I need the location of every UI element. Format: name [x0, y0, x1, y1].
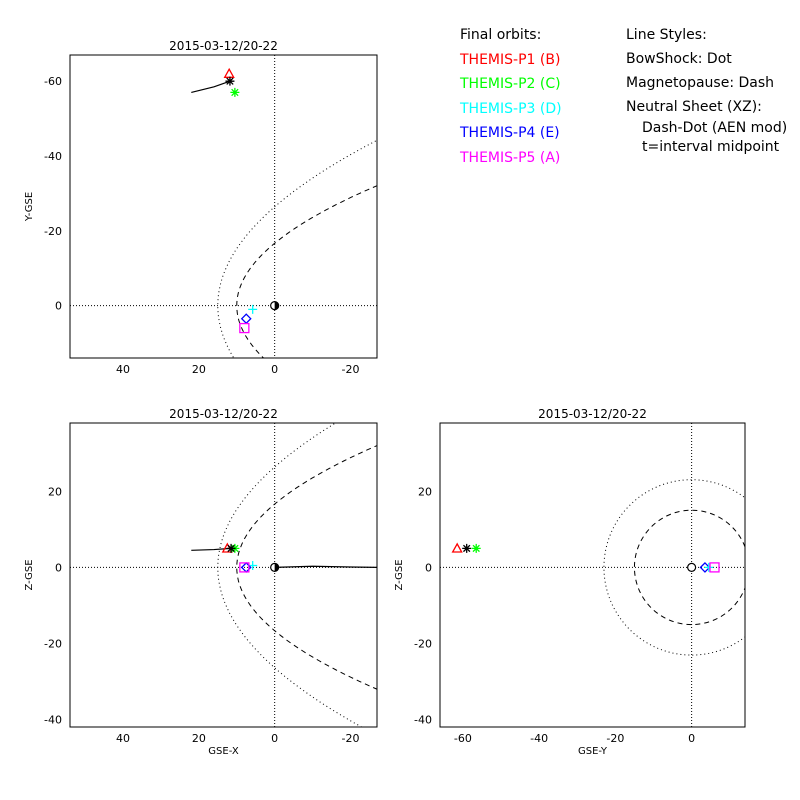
y-tick-label: 0 [425, 561, 432, 574]
x-tick-label: -40 [530, 732, 548, 745]
x-tick-label: 20 [192, 732, 206, 745]
probe-marker-4 [240, 313, 252, 325]
legend-final-orbits: Final orbits: THEMIS-P1 (B) THEMIS-P2 (C… [460, 23, 562, 170]
x-tick-label: -20 [606, 732, 624, 745]
legend-probe-p2: THEMIS-P2 (C) [460, 76, 561, 92]
legend-style-neutral-sheet: Neutral Sheet (XZ): [626, 99, 762, 115]
legend-probe-p4: THEMIS-P4 (E) [460, 125, 560, 141]
y-tick-label: 0 [55, 561, 62, 574]
legend-style-bowshock: BowShock: Dot [626, 51, 732, 67]
bowshock-curve [603, 479, 745, 656]
probe-marker-2 [226, 543, 236, 553]
panel-yz: 2015-03-12/20-22 -60 -40 -20 0 -40 -20 0 20 GSE-Y… [394, 407, 746, 757]
legend-style-magnetopause: Magnetopause: Dash [626, 75, 775, 91]
magnetopause-curve [236, 445, 377, 690]
probe-marker-0 [451, 542, 463, 553]
probe-marker-2 [462, 543, 472, 553]
x-tick-label: 20 [192, 363, 206, 376]
plot-title: 2015-03-12/20-22 [169, 407, 278, 421]
earth-dayside [274, 563, 279, 572]
plot-area [70, 55, 377, 358]
y-axis-label: Y-GSE [24, 192, 35, 222]
legend-line-styles: Line Styles: BowShock: Dot Magnetopause:… [626, 23, 787, 157]
bowshock-curve [217, 423, 363, 727]
y-axis-label: Z-GSE [394, 559, 405, 590]
earth-dayside [274, 301, 279, 310]
legend-style-neutral-sheet-time: t=interval midpoint [642, 139, 780, 155]
x-tick-label: 0 [271, 363, 278, 376]
y-tick-label: 20 [48, 485, 62, 498]
probe-marker-2 [225, 76, 235, 86]
magnetopause-curve [236, 185, 377, 358]
x-tick-label: 0 [271, 732, 278, 745]
x-axis-label: GSE-Y [578, 746, 608, 757]
x-tick-label: 40 [116, 732, 130, 745]
legend-probe-p3: THEMIS-P3 (D) [460, 100, 562, 117]
plot-title: 2015-03-12/20-22 [538, 407, 647, 421]
y-axis-label: Z-GSE [24, 559, 35, 590]
y-tick-label: -20 [44, 637, 62, 650]
legend-probe-p5: THEMIS-P5 (A) [460, 149, 561, 166]
plot-area [70, 423, 377, 727]
probe-marker-4 [704, 562, 714, 572]
probe-marker-1 [230, 87, 240, 97]
y-tick-label: -20 [44, 225, 62, 238]
y-tick-label: -40 [414, 713, 432, 726]
probe-marker-5 [239, 322, 250, 334]
y-tick-label: -40 [44, 713, 62, 726]
orbit-trail [191, 547, 232, 551]
probe-marker-3 [248, 304, 258, 314]
y-tick-label: -60 [44, 75, 62, 88]
legend-orbits-heading: Final orbits: [460, 27, 542, 43]
plot-frame [69, 422, 378, 728]
plot-area [440, 423, 745, 727]
x-axis-label: GSE-X [208, 746, 239, 757]
x-tick-label: -20 [341, 732, 359, 745]
neutral-sheet-line [274, 565, 377, 568]
x-tick-label: 0 [688, 732, 695, 745]
probe-marker-1 [471, 543, 481, 553]
y-tick-label: -40 [44, 150, 62, 163]
probe-marker-3 [699, 561, 711, 573]
probe-marker-5 [239, 562, 250, 573]
x-tick-label: 40 [116, 363, 130, 376]
y-tick-label: 20 [418, 485, 432, 498]
probe-marker-5 [709, 562, 720, 573]
orbit-trail [191, 80, 231, 93]
panel-xy: 2015-03-12/20-22 40 20 0 -20 -60 -40 -20 0 Y-GSE [24, 39, 378, 376]
y-tick-label: -20 [414, 637, 432, 650]
plot-frame [439, 422, 746, 728]
x-tick-label: -20 [341, 363, 359, 376]
plot-frame [69, 54, 378, 359]
legend-probe-p1: THEMIS-P1 (B) [460, 51, 561, 68]
legend-style-neutral-sheet-desc: Dash-Dot (AEN mod) [642, 120, 788, 136]
plot-title: 2015-03-12/20-22 [169, 39, 278, 53]
earth-marker [687, 562, 697, 573]
probe-marker-0 [223, 67, 235, 78]
legend-styles-heading: Line Styles: [626, 27, 707, 43]
y-tick-label: 0 [55, 300, 62, 313]
x-tick-label: -60 [454, 732, 472, 745]
